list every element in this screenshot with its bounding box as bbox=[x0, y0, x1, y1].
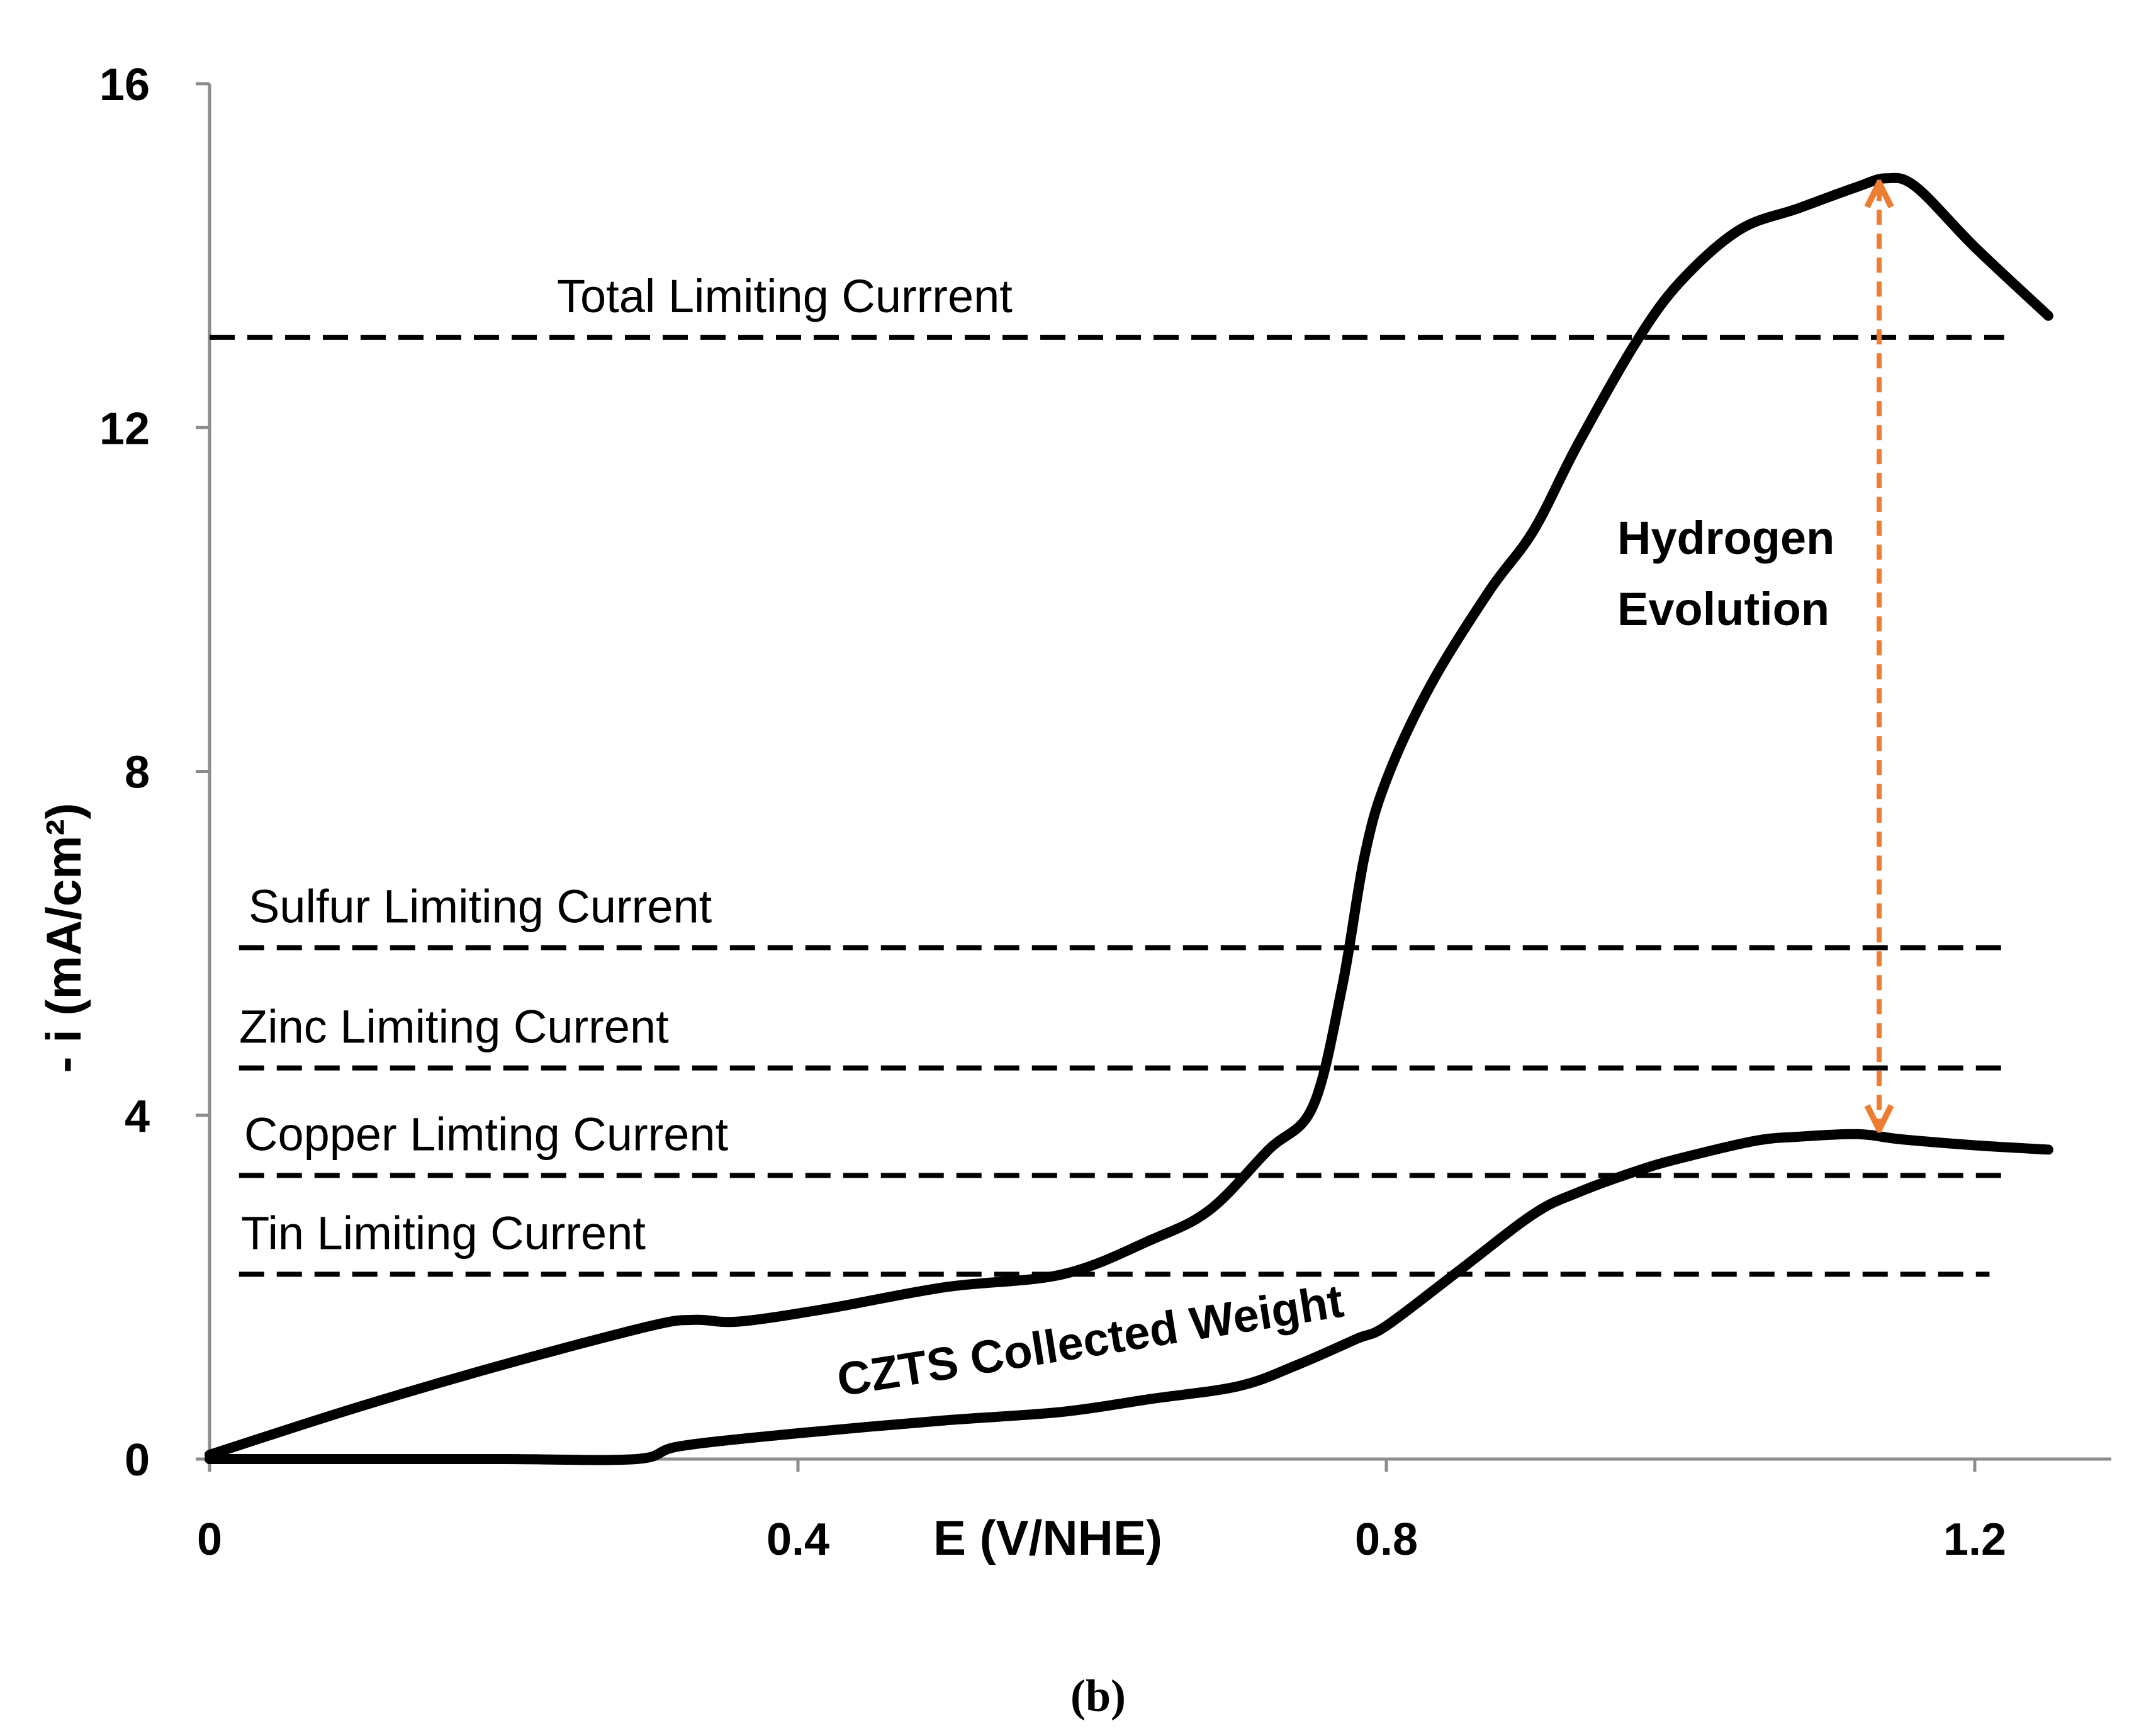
y-tick-label: 4 bbox=[125, 1091, 150, 1142]
figure-caption: (b) bbox=[1070, 1671, 1126, 1721]
reference-line-label: Zinc Limiting Current bbox=[239, 1001, 669, 1053]
reference-line-label: Tin Limiting Current bbox=[241, 1207, 646, 1259]
y-ticks: 0 4 8 12 16 bbox=[99, 60, 210, 1486]
x-tick-label: 0.4 bbox=[766, 1514, 829, 1565]
reference-lines: Total Limiting Currrent Sulfur Limiting C… bbox=[210, 270, 2004, 1277]
x-tick-label: 0.8 bbox=[1355, 1514, 1418, 1565]
reference-line-label: Copper Limting Current bbox=[244, 1108, 729, 1160]
reference-line-label: Total Limiting Currrent bbox=[557, 270, 1013, 322]
y-axis-title: - i (mA/cm²) bbox=[36, 803, 91, 1073]
reference-line-label: Sulfur Limiting Current bbox=[249, 880, 712, 932]
series-line-2 bbox=[205, 1129, 2053, 1465]
y-tick-label: 0 bbox=[125, 1435, 150, 1486]
series-layer bbox=[205, 172, 2053, 1465]
x-ticks: 0 0.4 0.8 1.2 bbox=[197, 1459, 2006, 1565]
x-tick-label: 1.2 bbox=[1943, 1514, 2006, 1565]
y-tick-label: 12 bbox=[99, 403, 150, 454]
hydrogen-evolution-label-line1: Hydrogen bbox=[1617, 512, 1834, 564]
x-tick-label: 0 bbox=[197, 1514, 222, 1565]
y-tick-label: 8 bbox=[125, 748, 150, 798]
series-line-1 bbox=[205, 172, 2053, 1460]
y-tick-label: 16 bbox=[99, 60, 150, 110]
x-axis-title: E (V/NHE) bbox=[933, 1510, 1162, 1565]
hydrogen-evolution-label-line2: Evolution bbox=[1617, 583, 1829, 635]
